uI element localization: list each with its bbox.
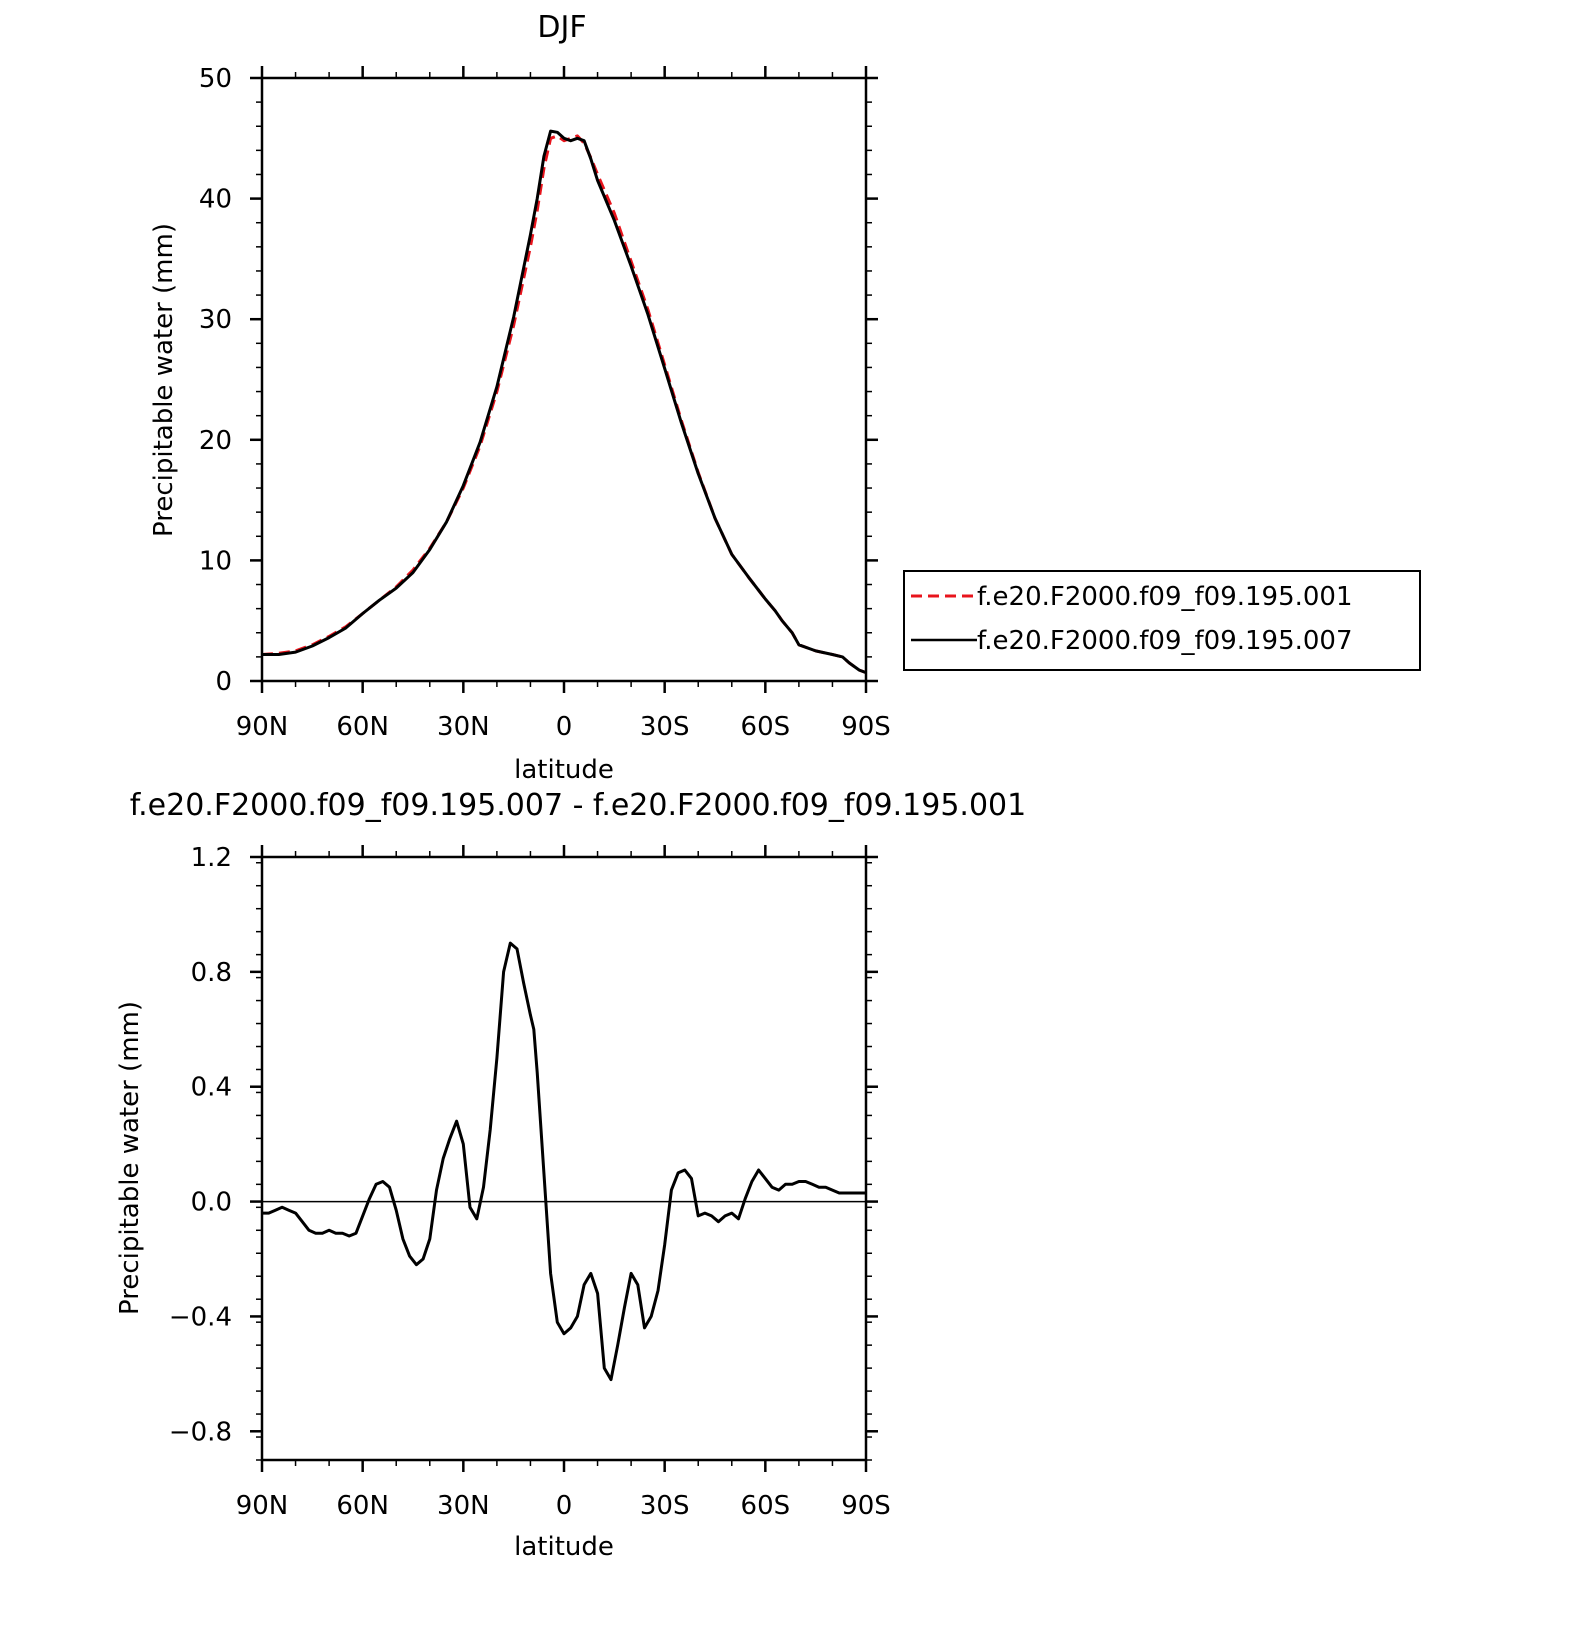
x-axis-label: latitude [514,755,614,785]
y-axis-label: Precipitable water (mm) [149,223,179,537]
series-line-007 [262,129,867,675]
legend: f.e20.F2000.f09_f09.195.001 f.e20.F2000.… [903,570,1421,671]
legend-label-001: f.e20.F2000.f09_f09.195.001 [977,582,1353,612]
legend-label-007: f.e20.F2000.f09_f09.195.007 [977,626,1353,656]
y-tick-label: −0.8 [169,1417,232,1447]
series-layer [261,129,867,675]
panel-difference: f.e20.F2000.f09_f09.195.007 - f.e20.F200… [115,788,1026,1562]
chart-title: f.e20.F2000.f09_f09.195.007 - f.e20.F200… [130,788,1026,823]
x-tick-label: 60S [741,1491,791,1521]
x-tick-label: 60S [741,712,791,742]
x-tick-label: 30N [437,1491,490,1521]
x-tick-label: 0 [556,1491,573,1521]
x-tick-label: 90S [841,712,891,742]
series-layer [262,941,866,1382]
y-tick-label: −0.4 [169,1302,232,1332]
axes-layer: 90N 60N 30N 0 30S 60S 90S 0 10 20 30 40 50 [199,64,891,742]
axes-layer: 90N 60N 30N 0 30S 60S 90S −0.8 −0.4 0.0 0.4 0.8 1.2 [169,843,891,1521]
x-tick-label: 60N [336,1491,389,1521]
y-tick-label: 10 [199,546,232,576]
panel-djf: DJF 90N 60N 30N 0 30S 60S 90S 0 10 20 30 40 50 latit… [149,10,1421,785]
y-tick-label: 0.4 [191,1073,232,1103]
legend-box [903,570,1421,671]
series-line-001 [261,134,867,675]
plot-frame [260,76,868,683]
x-tick-label: 30N [437,712,490,742]
y-tick-label: 20 [199,426,232,456]
x-tick-label: 0 [556,712,573,742]
series-line-difference [262,941,866,1382]
x-tick-label: 90N [236,712,289,742]
plot-frame [260,855,868,1462]
y-tick-label: 40 [199,185,232,215]
x-tick-label: 90S [841,1491,891,1521]
x-tick-label: 30S [640,712,690,742]
x-tick-label: 30S [640,1491,690,1521]
y-tick-label: 30 [199,305,232,335]
x-tick-label: 90N [236,1491,289,1521]
chart-title: DJF [537,10,586,45]
y-tick-label: 0.0 [191,1188,232,1218]
y-tick-label: 0.8 [191,958,232,988]
y-tick-label: 0 [215,667,232,697]
x-tick-label: 60N [336,712,389,742]
y-tick-label: 50 [199,64,232,94]
y-axis-label: Precipitable water (mm) [115,1001,145,1315]
x-axis-label: latitude [514,1532,614,1562]
y-tick-label: 1.2 [191,843,232,873]
